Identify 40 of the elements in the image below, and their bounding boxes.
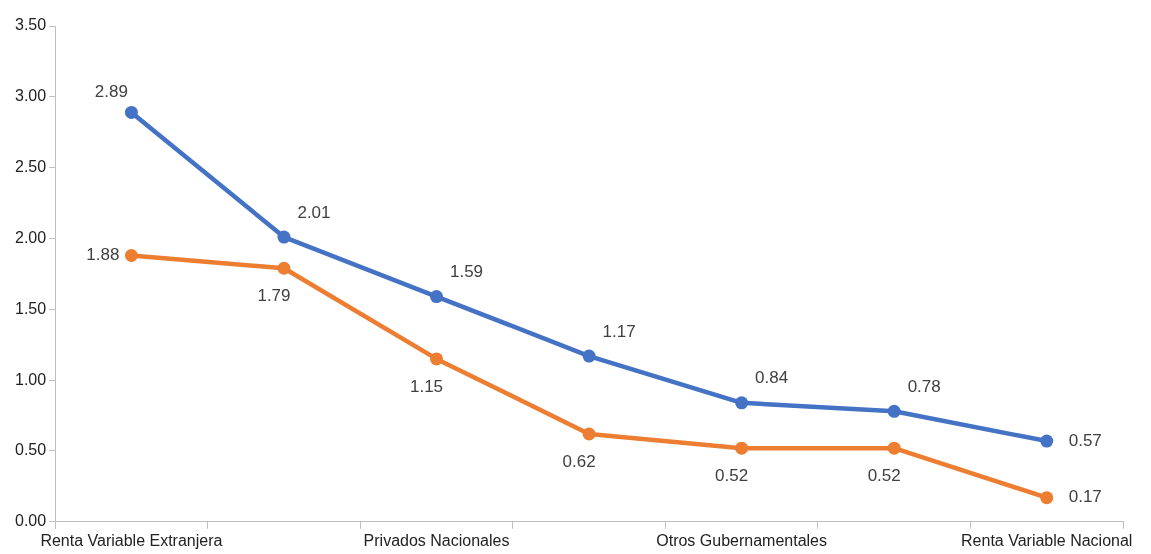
point	[887, 441, 901, 455]
y-tick-label: 1.00	[15, 370, 47, 388]
point	[430, 352, 444, 366]
x-tick-label: Otros Gubernamentales	[656, 531, 827, 549]
point	[124, 105, 138, 119]
y-tick-label: 2.00	[15, 228, 47, 246]
point	[1040, 491, 1054, 505]
y-tick-label: 0.00	[15, 512, 47, 530]
y-tick-label: 0.50	[15, 441, 47, 459]
point	[735, 396, 749, 410]
point	[735, 441, 749, 455]
point	[430, 290, 444, 304]
data-label: 0.62	[562, 451, 596, 471]
data-label: 1.17	[602, 321, 636, 341]
data-label: 0.17	[1068, 487, 1102, 507]
data-label: 2.01	[297, 202, 331, 222]
point	[277, 230, 291, 244]
point	[582, 427, 596, 441]
data-label: 0.57	[1068, 430, 1102, 450]
point	[277, 261, 291, 275]
x-tick-label: Renta Variable Extranjera	[40, 531, 223, 549]
data-label: 0.52	[715, 465, 749, 485]
data-label: 2.89	[94, 82, 128, 102]
data-label: 0.52	[867, 465, 901, 485]
y-tick-label: 1.50	[15, 299, 47, 317]
x-tick-label: Privados Nacionales	[363, 531, 510, 549]
x-tick-label: Renta Variable Nacional	[961, 531, 1133, 549]
y-tick-label: 3.00	[15, 87, 47, 105]
point	[887, 404, 901, 418]
y-tick-label: 2.50	[15, 158, 47, 176]
y-tick-label: 3.50	[15, 16, 47, 34]
point	[582, 349, 596, 363]
data-label: 0.78	[907, 376, 941, 396]
data-label: 1.79	[257, 285, 291, 305]
data-label: 1.15	[409, 376, 444, 396]
data-label: 1.88	[86, 245, 120, 265]
data-label: 0.84	[755, 368, 789, 388]
data-label: 1.59	[449, 262, 484, 282]
point	[1040, 434, 1054, 448]
point	[124, 248, 138, 262]
